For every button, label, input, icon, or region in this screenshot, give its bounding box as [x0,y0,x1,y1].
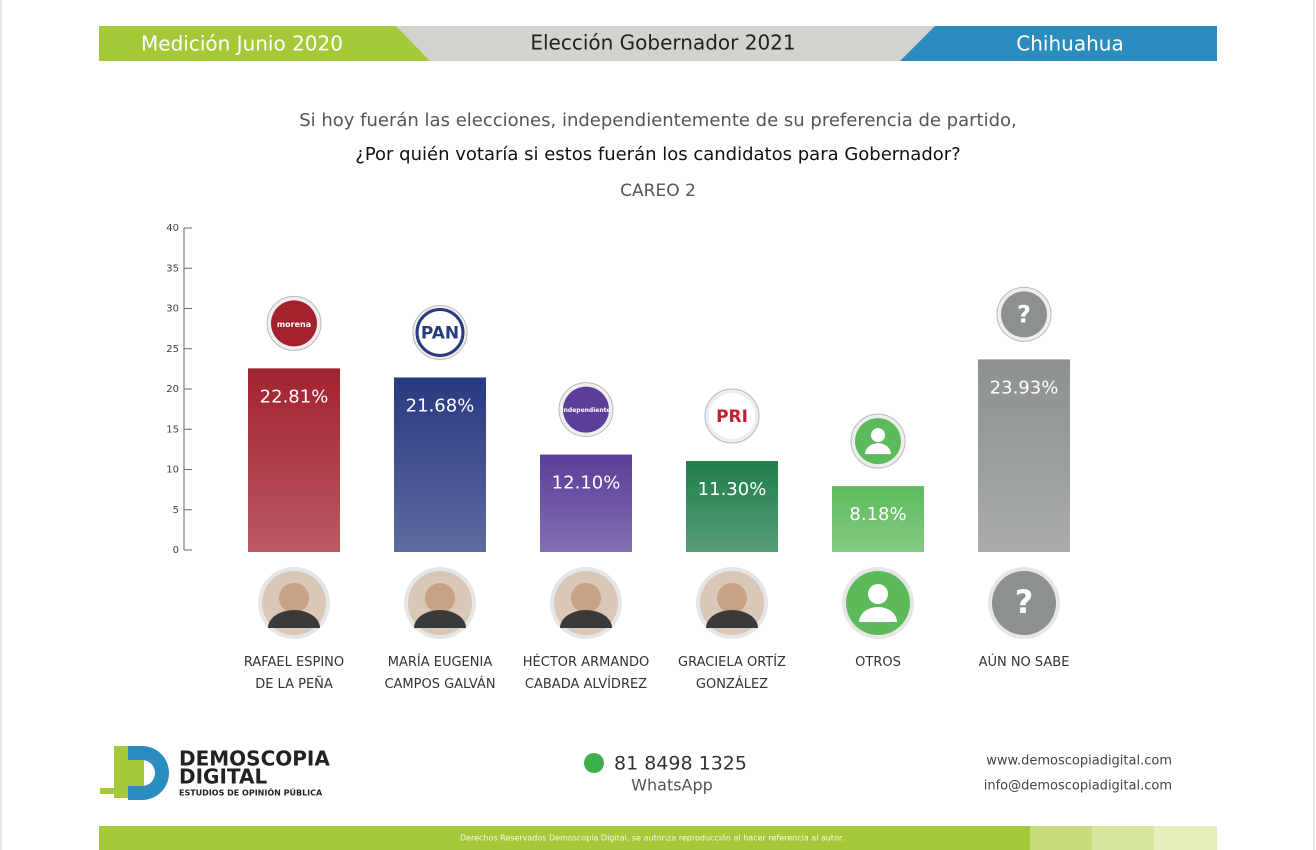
photo [992,571,1056,635]
value-label: 11.30% [698,479,767,500]
photo-body [560,610,612,628]
value-label: 23.93% [990,377,1059,398]
photo-face [279,583,309,613]
person-head [871,428,885,443]
footer-band [99,826,1030,850]
photo-body [414,610,466,628]
party-logo-text: PAN [421,323,459,343]
bar [394,377,486,552]
person-head [868,584,888,604]
value-label: 22.81% [260,386,329,407]
x-tick-label: HÉCTOR ARMANDO CABADA ALVÍDREZ [522,655,650,692]
bar [248,368,340,552]
header-left-text: Medición Junio 2020 [141,32,343,56]
chart-subtitle: ¿Por quién votaría si estos fuerán los c… [355,144,960,165]
logo [271,300,317,347]
phone: 81 8498 1325 [614,753,747,775]
y-tick-label: 15 [166,424,179,435]
bar [978,359,1070,552]
logo [1001,291,1047,338]
footer-block [1092,826,1154,850]
bar [832,486,924,552]
x-tick-label: OTROS [855,655,901,670]
party-logo-text: morena [277,320,311,329]
phone-note: WhatsApp [631,776,713,795]
y-tick-label: 5 [173,505,179,516]
y-tick-label: 0 [173,545,179,556]
y-tick-label: 10 [166,465,179,476]
logo [709,393,755,440]
photo-face [571,583,601,613]
logo [563,386,609,433]
photo-body [268,610,320,628]
footer-block [1030,826,1092,850]
annotation: CAREO 2 [620,181,696,201]
photo-face [425,583,455,613]
header-center-text: Elección Gobernador 2021 [530,31,795,55]
footer-block [1154,826,1217,850]
brand: DEMOSCOPIA [179,747,330,771]
x-tick-label: MARÍA EUGENIA CAMPOS GALVÁN [384,655,496,692]
web: www.demoscopiadigital.com [986,754,1172,769]
y-tick-label: 25 [166,344,179,355]
value-label: 21.68% [406,395,475,416]
bar [540,454,632,552]
brand2: DIGITAL [179,765,267,789]
header-right [900,26,1217,61]
header-right-text: Chihuahua [1016,32,1123,56]
photo-face [717,583,747,613]
tagline: ESTUDIOS DE OPINIÓN PÚBLICA [179,787,323,798]
unknown-icon: ? [1017,300,1031,328]
value-label: 12.10% [552,473,621,494]
logo-bit [100,788,114,794]
chart-title: Si hoy fuerán las elecciones, independie… [299,110,1017,131]
y-tick-label: 20 [166,384,179,395]
logo [415,307,465,357]
unknown-icon: ? [1015,583,1034,621]
y-tick-label: 30 [166,304,179,315]
logo-d [128,746,169,800]
y-tick-label: 40 [166,223,179,234]
y-tick-label: 35 [166,263,179,274]
header-left [99,26,430,61]
whatsapp-icon [584,753,604,773]
x-tick-label: GRACIELA ORTÍZ GONZÁLEZ [678,655,786,692]
party-logo-text: PRI [716,407,748,427]
value-label: 8.18% [849,504,906,525]
x-tick-label: RAFAEL ESPINO DE LA PEÑA [243,655,345,692]
rights: Derechos Reservados Demoscopia Digital, … [460,833,844,843]
photo-body [706,610,758,628]
bar [686,461,778,552]
x-tick-label: AÚN NO SABE [978,655,1070,670]
party-logo-text: Independiente [561,407,610,414]
person-body [865,443,891,455]
person-body [859,607,897,622]
email: info@demoscopiadigital.com [984,779,1172,794]
